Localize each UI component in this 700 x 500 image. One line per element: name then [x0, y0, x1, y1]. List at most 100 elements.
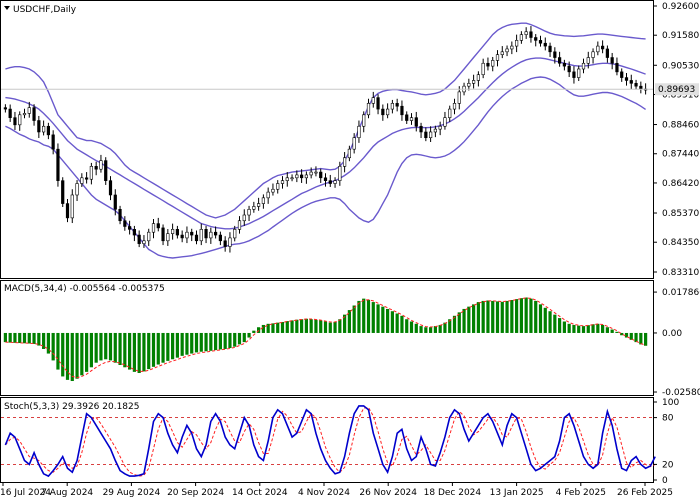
candle [624, 73, 629, 86]
price-tick-label: 0.83310 [662, 268, 699, 278]
time-tick-label: 18 Dec 2024 [424, 488, 482, 498]
candle [472, 74, 476, 89]
price-tick-label: 0.86420 [662, 179, 699, 189]
macd-bar [214, 332, 218, 351]
macd-bar [467, 306, 471, 333]
candle [605, 45, 609, 63]
macd-bar [56, 332, 60, 370]
candle [65, 198, 70, 223]
macd-bar [357, 300, 361, 333]
candle [386, 103, 390, 119]
macd-bar [304, 318, 308, 333]
macd-bar [123, 332, 127, 368]
macd-bar [237, 332, 242, 345]
price-title: USDCHF,Daily [13, 5, 77, 15]
macd-bar [223, 332, 227, 349]
band-upper-line [5, 22, 646, 219]
macd-bar [271, 323, 275, 333]
macd-bar [424, 327, 428, 333]
candle [601, 40, 605, 54]
macd-bar [615, 331, 619, 333]
macd-bar [104, 332, 108, 360]
candle [290, 174, 294, 182]
macd-bar [438, 324, 442, 333]
macd-bar [94, 332, 98, 363]
macd-bar [328, 322, 332, 333]
candle [634, 79, 638, 90]
macd-bar [323, 321, 328, 333]
stoch-panel-frame [0, 397, 654, 483]
macd-bar [548, 311, 552, 333]
price-axis: 0.92600 0.91580 0.90530 0.89510 0.88460 0.874… [1, 2, 699, 278]
candle [452, 98, 457, 115]
macd-bar [128, 332, 132, 370]
macd-bar [409, 321, 414, 333]
stoch-axis: 100 80 20 0 [653, 398, 679, 486]
candle [261, 194, 265, 209]
time-tick-label: 29 Aug 2024 [103, 488, 161, 498]
candle [237, 216, 242, 234]
macd-bar [175, 332, 179, 358]
macd-bar [400, 315, 404, 333]
candle [390, 99, 394, 114]
macd-bar [572, 324, 576, 333]
candle [486, 57, 490, 71]
candle [629, 74, 633, 90]
candle [118, 205, 122, 225]
macd-bar [89, 332, 93, 368]
macd-bar [228, 332, 232, 349]
macd-bar [366, 299, 371, 333]
macd-bar [510, 300, 514, 333]
stoch-tick-label: 20 [662, 460, 674, 470]
macd-bar [300, 319, 304, 333]
time-tick-label: 14 Oct 2024 [232, 488, 288, 498]
macd-bar [22, 332, 27, 344]
macd-bar [147, 332, 151, 370]
stochastic-lines [1, 405, 656, 478]
price-tick-label: 0.87440 [662, 150, 699, 160]
candle [433, 125, 437, 138]
candle [328, 174, 332, 187]
macd-bar [452, 315, 457, 333]
candle [538, 35, 543, 47]
candle [199, 223, 203, 246]
macd-bar [472, 304, 476, 333]
price-tick-label: 0.84350 [662, 238, 699, 248]
candle [89, 162, 93, 185]
macd-bar [486, 300, 490, 333]
candle [572, 66, 576, 84]
time-tick-label: 4 Nov 2024 [298, 488, 350, 498]
macd-bar [137, 332, 141, 374]
candle [13, 111, 17, 130]
candle [80, 173, 84, 187]
candle [495, 50, 500, 67]
time-tick-label: 26 Nov 2024 [359, 488, 417, 498]
macd-bar [309, 319, 313, 333]
macd-bar [151, 332, 156, 367]
candle [8, 104, 12, 122]
candle [323, 173, 328, 187]
macd-bar [247, 332, 251, 338]
price-tick-label: 0.90530 [662, 61, 699, 71]
candle [266, 187, 270, 204]
time-tick-label: 26 Feb 2025 [617, 488, 673, 498]
candle [175, 225, 179, 239]
macd-bar [534, 300, 538, 333]
macd-tick-label: 0.00 [662, 329, 682, 339]
macd-bar [32, 332, 36, 344]
macd-bar [376, 304, 380, 333]
candle [147, 228, 151, 246]
candle [70, 189, 74, 224]
macd-bar [515, 299, 519, 333]
candle [438, 121, 442, 136]
candle [104, 157, 108, 185]
candle [543, 37, 547, 51]
candle [204, 225, 208, 244]
macd-bar [505, 300, 509, 333]
macd-axis: 0.017866 0.00 -0.025807 [653, 288, 700, 398]
macd-bar [171, 332, 175, 360]
candle [395, 98, 399, 112]
candle [400, 100, 404, 121]
candle [409, 113, 414, 125]
